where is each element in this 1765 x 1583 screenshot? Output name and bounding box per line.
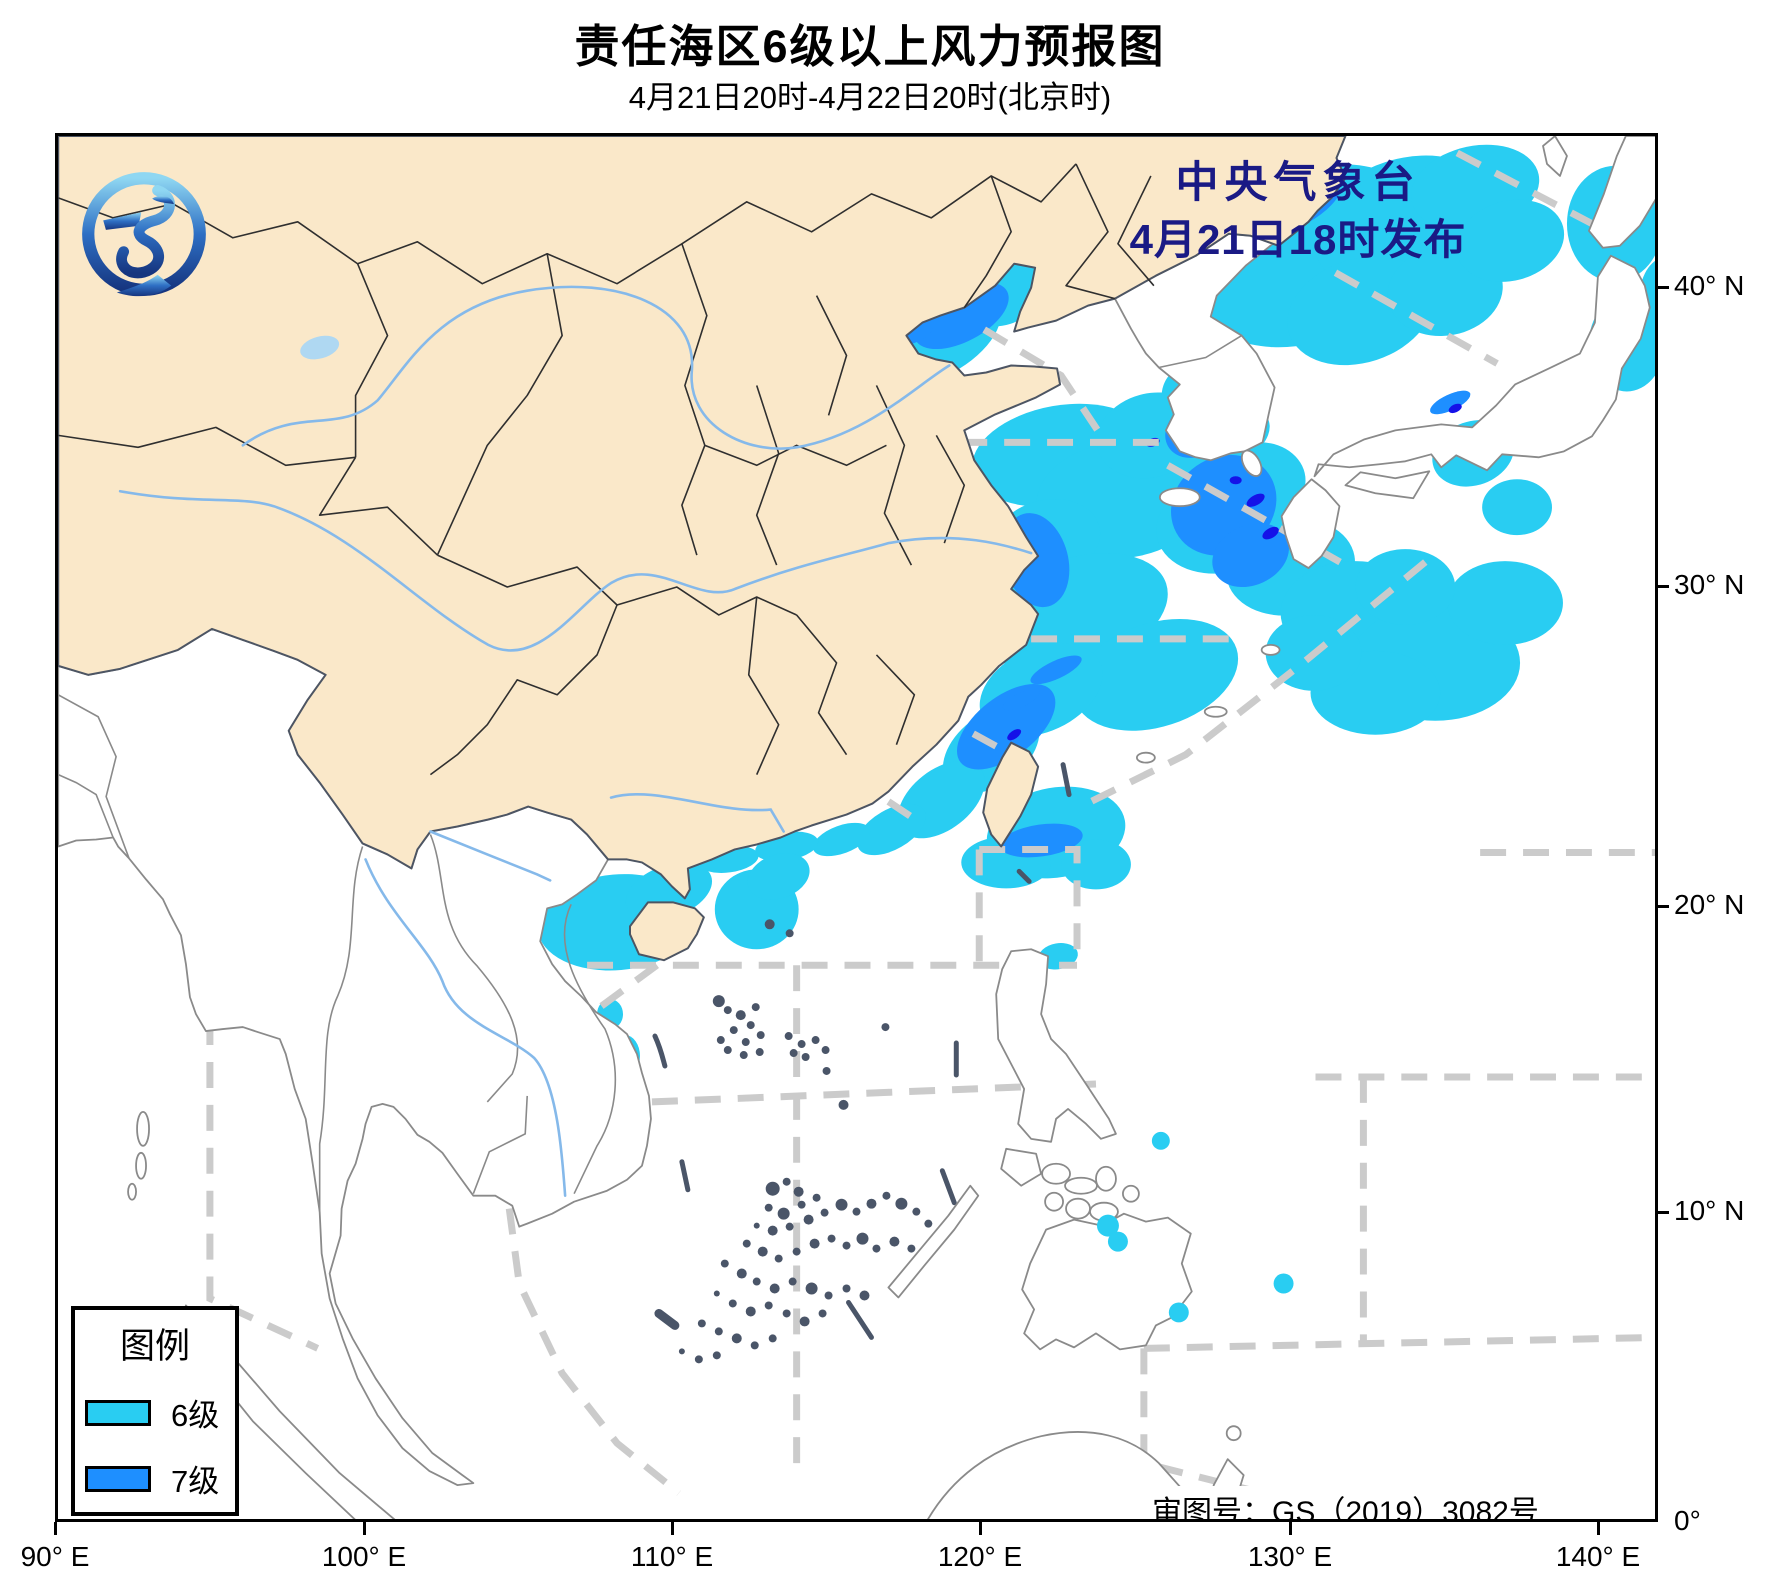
hainan <box>628 901 705 962</box>
page-title: 责任海区6级以上风力预报图 <box>574 21 1166 72</box>
china-mainland <box>58 136 1347 900</box>
mindoro <box>1000 1147 1043 1187</box>
rivers <box>118 285 1033 1198</box>
lat-label-30n: 30° N <box>1674 569 1745 600</box>
lon-label-90e: 90° E <box>20 1541 90 1572</box>
lon-label-130e: 130° E <box>1247 1541 1333 1572</box>
axis-tick <box>1656 585 1669 588</box>
legend-swatch-6 <box>85 1399 151 1426</box>
lon-label-140e: 140° E <box>1555 1541 1641 1572</box>
legend-title: 图例 <box>119 1327 190 1366</box>
hokkaido <box>1588 136 1655 249</box>
province-borders <box>58 163 1155 776</box>
lon-label-110e: 110° E <box>630 1541 714 1572</box>
page-subtitle: 4月21日20时-4月22日20时(北京时) <box>628 80 1112 115</box>
mindanao <box>1021 1212 1193 1351</box>
issuer-block: 中央气象台 4月21日18时发布 <box>1088 154 1508 269</box>
lat-label-40n: 40° N <box>1674 270 1745 301</box>
sakhalin-tip <box>1542 136 1568 177</box>
lat-label-10n: 10° N <box>1674 1195 1745 1226</box>
shikoku <box>1344 470 1431 500</box>
lat-label-20n: 20° N <box>1674 889 1745 920</box>
borneo <box>927 1431 1204 1519</box>
axis-tick <box>671 1522 674 1535</box>
foreign-land <box>58 136 1655 1519</box>
legend-item-7: 7级 <box>85 1456 235 1501</box>
cma-logo <box>76 166 212 302</box>
qinghai-lake <box>300 335 340 360</box>
kyushu <box>1280 478 1341 569</box>
axis-tick <box>1656 1211 1669 1214</box>
axis-tick <box>54 1522 57 1535</box>
lon-label-120e: 120° E <box>937 1541 1023 1572</box>
jeju-island <box>1158 487 1201 508</box>
axis-tick <box>979 1522 982 1535</box>
map-license: 审图号：GS（2019）3082号 <box>1144 1486 1547 1519</box>
axis-tick <box>363 1522 366 1535</box>
axis-tick <box>1656 905 1669 908</box>
tsushima <box>1240 449 1263 477</box>
axis-tick <box>1289 1522 1292 1535</box>
legend-item-6: 6级 <box>85 1390 235 1435</box>
axis-tick <box>1597 1522 1600 1535</box>
forecast-map: 中央气象台 4月21日18时发布 图例 6级 7级 8级 审图号：GS（2019… <box>55 133 1658 1522</box>
reef-markers <box>652 762 1072 1364</box>
legend-label-6: 6级 <box>171 1398 220 1433</box>
issuer-name: 中央气象台 <box>1175 159 1421 207</box>
palawan <box>887 1184 980 1299</box>
legend: 图例 6级 7级 8级 <box>71 1306 239 1516</box>
honshu <box>1313 254 1651 478</box>
china-land <box>58 136 1347 962</box>
basemap-svg <box>58 136 1655 1519</box>
legend-swatch-7 <box>85 1465 151 1492</box>
issuer-time: 4月21日18时发布 <box>1129 216 1467 264</box>
legend-label-7: 7级 <box>171 1464 220 1499</box>
lat-label-0: 0° <box>1674 1505 1701 1536</box>
axis-tick <box>1656 286 1669 289</box>
luzon <box>995 948 1117 1143</box>
wind-level6-spots <box>1096 1131 1294 1323</box>
taiwan <box>982 741 1040 848</box>
lon-label-100e: 100° E <box>321 1541 407 1572</box>
